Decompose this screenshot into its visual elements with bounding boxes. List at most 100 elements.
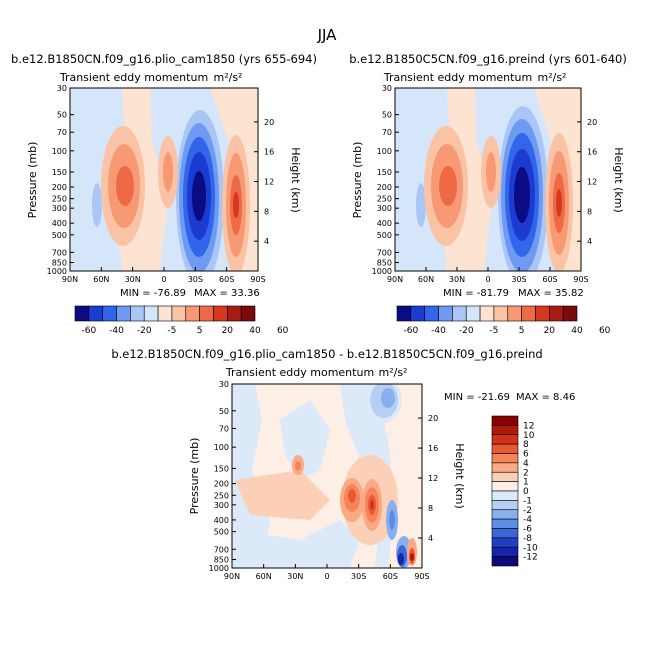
colorbar-label: -1	[523, 496, 532, 506]
colorbar-swatch	[227, 305, 242, 322]
x-tick-label: 60N	[93, 275, 109, 284]
colorbar-label: -60	[403, 326, 418, 336]
y-tick-label: 50	[382, 111, 392, 120]
colorbar-label: 5	[519, 326, 525, 336]
max-label: MAX = 35.82	[518, 288, 584, 299]
colorbar-label: -6	[523, 525, 532, 535]
height-tick-label: 8	[428, 504, 433, 513]
colorbar-swatch	[491, 556, 519, 567]
height-tick-label: 12	[428, 474, 438, 483]
colorbar-label: 2	[523, 468, 529, 478]
colorbar-label: 40	[249, 326, 261, 336]
y-tick-label: 200	[52, 183, 67, 192]
colorbar-label: -40	[431, 326, 446, 336]
height-tick-label: 4	[587, 237, 592, 246]
y-tick-label: 70	[382, 128, 392, 137]
max-label: MAX = 33.36	[194, 288, 260, 299]
colorbar: -60 -40 -20 -5 5 20 40 60	[396, 305, 611, 336]
panel-title: b.e12.B1850CN.f09_g16.plio_cam1850 (yrs …	[11, 52, 317, 66]
y-tick-label: 700	[377, 248, 392, 257]
colorbar-swatch	[491, 415, 519, 426]
x-tick-label: 60S	[219, 275, 234, 284]
colorbar-swatch	[549, 305, 564, 322]
colorbar-label: -60	[81, 326, 96, 336]
colorbar-swatch	[240, 305, 256, 322]
y-axis-label: Pressure (mb)	[351, 142, 364, 219]
y-right-axis-label: Height (km)	[453, 443, 466, 509]
height-tick-label: 4	[264, 237, 269, 246]
x-tick-label: 90N	[224, 572, 240, 581]
height-tick-label: 4	[428, 534, 433, 543]
y-tick-label: 400	[52, 219, 67, 228]
colorbar-swatch	[410, 305, 425, 322]
colorbar-label: 0	[523, 487, 529, 497]
x-tick-label: 30N	[287, 572, 303, 581]
colorbar-label: 12	[523, 421, 534, 431]
colorbar-swatch	[491, 509, 519, 520]
colorbar-swatch	[491, 546, 519, 557]
height-tick-label: 20	[264, 118, 274, 127]
panel-plio: b.e12.B1850CN.f09_g16.plio_cam1850 (yrs …	[11, 52, 317, 336]
height-axis-ticks: 4 8 12 16 20	[254, 118, 274, 246]
colorbar-swatch	[491, 453, 519, 464]
colorbar-swatch	[171, 305, 187, 322]
colorbar-label: 10	[523, 431, 535, 441]
colorbar-label: -5	[489, 326, 498, 336]
colorbar-swatch	[185, 305, 200, 322]
y-tick-label: 150	[52, 168, 67, 177]
colorbar-swatch	[521, 305, 536, 322]
y-right-axis-label: Height (km)	[612, 147, 625, 213]
y-tick-label: 300	[377, 204, 392, 213]
y-tick-label: 100	[214, 443, 229, 452]
colorbar-swatch	[491, 500, 519, 511]
y-tick-label: 50	[219, 407, 229, 416]
colorbar-label: -12	[523, 553, 538, 563]
x-tick-label: 90S	[414, 572, 429, 581]
contour-field	[70, 88, 258, 271]
y-tick-label: 250	[52, 195, 67, 204]
colorbar-swatch	[438, 305, 453, 322]
colorbar-swatch	[143, 305, 159, 322]
height-tick-label: 20	[428, 414, 438, 423]
y-tick-label: 200	[377, 183, 392, 192]
y-right-axis-label: Height (km)	[289, 147, 302, 213]
colorbar-label: 60	[599, 326, 611, 336]
y-tick-label: 100	[52, 147, 67, 156]
y-tick-label: 850	[377, 259, 392, 268]
colorbar-label: -10	[523, 543, 538, 553]
units-label: m²/s²	[538, 71, 567, 84]
contour-field	[395, 88, 581, 271]
y-tick-label: 500	[214, 528, 229, 537]
colorbar-label: 5	[197, 326, 203, 336]
y-tick-label: 1000	[47, 267, 67, 276]
panel-difference: b.e12.B1850CN.f09_g16.plio_cam1850 - b.e…	[111, 347, 575, 581]
colorbar-swatch	[491, 434, 519, 445]
x-tick-label: 60S	[383, 572, 398, 581]
colorbar-label: -5	[167, 326, 176, 336]
colorbar-swatch	[396, 305, 412, 322]
x-tick-label: 0	[161, 275, 166, 284]
colorbar-label: -8	[523, 534, 532, 544]
x-axis-ticks: 90N 60N 30N 0 30S 60S 90S	[62, 267, 266, 284]
y-tick-label: 400	[214, 516, 229, 525]
y-tick-label: 150	[377, 168, 392, 177]
y-axis-label: Pressure (mb)	[188, 438, 201, 515]
y-tick-label: 1000	[209, 564, 229, 573]
y-tick-label: 150	[214, 464, 229, 473]
colorbar-swatch	[491, 490, 519, 501]
height-axis-ticks: 4 8 12 16 20	[418, 414, 438, 543]
x-tick-label: 0	[324, 572, 329, 581]
colorbar-label: -40	[109, 326, 124, 336]
colorbar-swatch	[491, 471, 519, 482]
x-tick-label: 90S	[250, 275, 265, 284]
center-title: Transient eddy momentum	[59, 71, 208, 84]
x-tick-label: 30S	[511, 275, 526, 284]
colorbar-label: -20	[137, 326, 152, 336]
y-tick-label: 500	[377, 231, 392, 240]
height-tick-label: 12	[587, 178, 597, 187]
colorbar-label: 40	[571, 326, 583, 336]
y-tick-label: 850	[214, 555, 229, 564]
x-tick-label: 90N	[62, 275, 78, 284]
